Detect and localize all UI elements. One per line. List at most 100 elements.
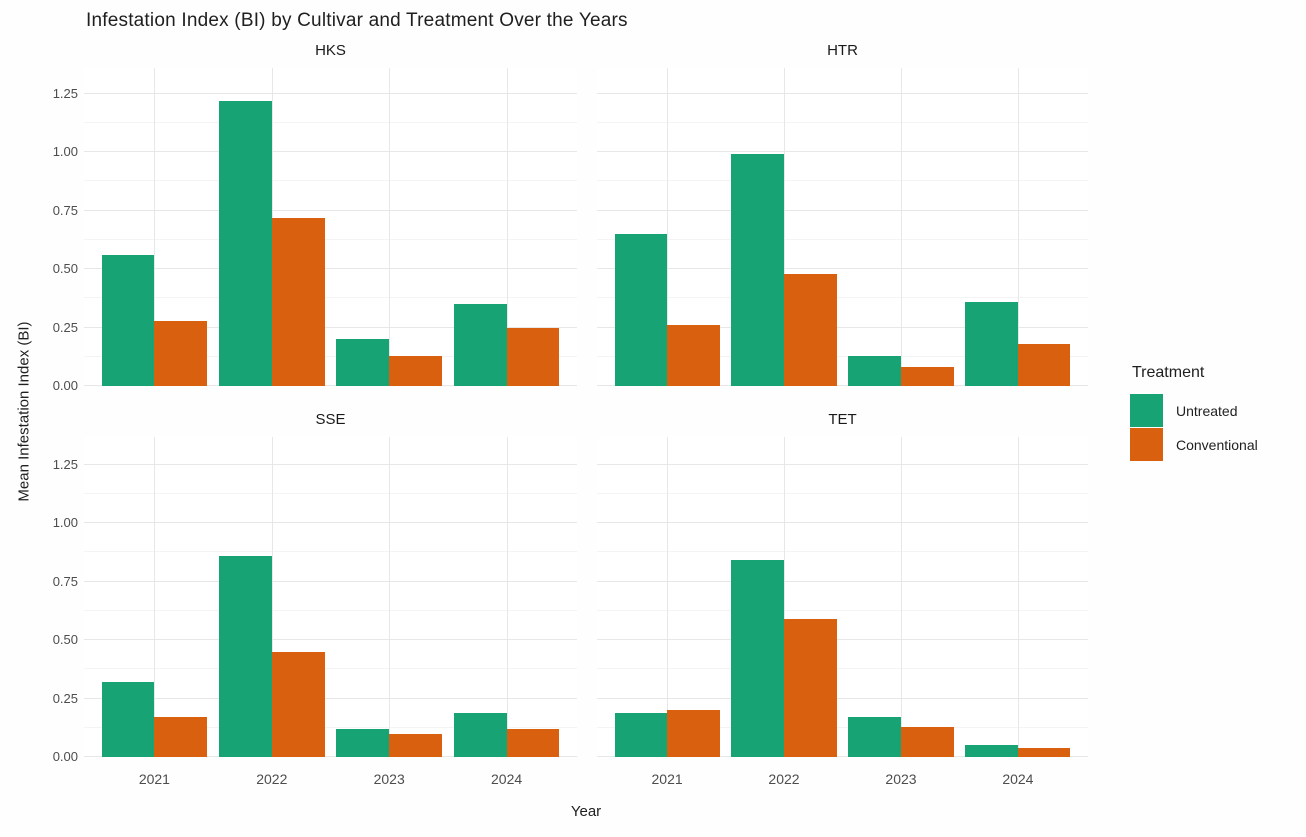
- gridline-major: [84, 385, 577, 386]
- gridline-major: [84, 522, 577, 523]
- gridline-vertical: [901, 68, 902, 386]
- bar-tet-conventional-2023: [901, 726, 954, 757]
- gridline-vertical: [506, 437, 508, 757]
- bar-sse-untreated-2024: [453, 712, 507, 757]
- bar-hks-conventional-2023: [389, 355, 442, 386]
- x-tick-label: 2022: [768, 771, 800, 787]
- bar-tet-untreated-2022: [731, 560, 784, 757]
- gridline-vertical: [154, 437, 156, 757]
- gridline-major: [597, 92, 1088, 94]
- legend-label-conventional: Conventional: [1176, 436, 1258, 453]
- gridline-minor: [84, 551, 577, 553]
- gridline-minor: [84, 726, 577, 728]
- gridline-vertical: [667, 68, 669, 386]
- bar-sse-conventional-2021: [154, 717, 208, 757]
- gridline-major: [84, 463, 577, 465]
- gridline-major: [84, 326, 577, 328]
- gridline-major: [84, 92, 577, 94]
- legend: Treatment Untreated Conventional: [1130, 364, 1306, 462]
- x-tick-label: 2021: [651, 771, 683, 787]
- bar-hks-untreated-2024: [453, 304, 507, 386]
- gridline-major: [84, 268, 577, 269]
- gridline-major: [84, 151, 577, 152]
- bar-tet-conventional-2024: [1017, 747, 1071, 757]
- y-tick-label: 0.25: [52, 319, 78, 335]
- facet-strip-sse: SSE: [315, 411, 346, 428]
- legend-swatch-conventional: [1130, 428, 1163, 461]
- bar-hks-untreated-2022: [219, 100, 272, 386]
- gridline-major: [84, 639, 577, 640]
- facet-strip-htr: HTR: [827, 42, 858, 59]
- bar-htr-conventional-2023: [901, 367, 954, 386]
- y-tick-label: 1.25: [52, 85, 78, 101]
- facet-strip-hks: HKS: [315, 42, 346, 59]
- y-tick-label: 1.00: [52, 515, 78, 530]
- gridline-vertical: [389, 68, 391, 386]
- bar-hks-untreated-2021: [101, 255, 155, 386]
- bar-hks-conventional-2021: [154, 320, 208, 386]
- bar-sse-untreated-2022: [219, 555, 272, 757]
- legend-swatch-untreated: [1130, 394, 1163, 427]
- y-tick-label: 0.75: [52, 202, 78, 218]
- gridline-major: [597, 639, 1088, 640]
- gridline-major: [597, 463, 1088, 465]
- bar-hks-conventional-2024: [506, 327, 560, 386]
- gridline-minor: [597, 609, 1088, 611]
- gridline-major: [84, 580, 577, 582]
- x-tick-label: 2024: [1002, 771, 1034, 787]
- x-axis-title: Year: [570, 803, 602, 820]
- gridline-major: [597, 697, 1088, 699]
- gridline-vertical: [1017, 68, 1019, 386]
- legend-label-untreated: Untreated: [1176, 402, 1238, 419]
- x-tick-label: 2021: [138, 771, 170, 787]
- x-tick-label: 2023: [373, 771, 405, 787]
- gridline-major: [597, 385, 1088, 386]
- gridline-minor: [84, 121, 577, 123]
- gridline-minor: [597, 551, 1088, 553]
- bar-sse-conventional-2022: [271, 651, 325, 757]
- gridline-minor: [84, 355, 577, 357]
- bar-htr-conventional-2022: [784, 273, 837, 386]
- legend-title: Treatment: [1132, 364, 1205, 381]
- gridline-minor: [84, 238, 577, 240]
- gridline-minor: [597, 668, 1088, 670]
- y-tick-label: 1.00: [52, 144, 78, 159]
- gridline-major: [597, 756, 1088, 757]
- bar-htr-untreated-2024: [965, 301, 1018, 386]
- gridline-minor: [597, 297, 1088, 299]
- bar-tet-conventional-2021: [667, 710, 720, 757]
- facet-panel-tet: [597, 437, 1088, 757]
- gridline-vertical: [1017, 437, 1019, 757]
- gridline-vertical: [667, 437, 669, 757]
- legend-key-untreated: Untreated: [1130, 394, 1306, 427]
- gridline-major: [597, 522, 1088, 523]
- chart-title: Infestation Index (BI) by Cultivar and T…: [86, 10, 628, 31]
- y-tick-label: 0.00: [52, 378, 78, 393]
- bar-htr-untreated-2023: [848, 355, 901, 386]
- facet-panel-sse: [84, 437, 577, 757]
- gridline-major: [84, 209, 577, 211]
- gridline-major: [597, 580, 1088, 582]
- x-tick-label: 2022: [256, 771, 288, 787]
- y-tick-label: 0.50: [52, 632, 78, 647]
- bar-htr-conventional-2024: [1017, 343, 1071, 386]
- y-tick-label: 0.25: [52, 690, 78, 706]
- y-tick-label: 0.75: [52, 573, 78, 589]
- bar-tet-untreated-2023: [848, 717, 901, 757]
- gridline-minor: [84, 668, 577, 670]
- bar-hks-untreated-2023: [336, 339, 390, 386]
- legend-key-conventional: Conventional: [1130, 428, 1306, 461]
- facet-strip-tet: TET: [828, 411, 857, 428]
- bar-tet-untreated-2024: [965, 745, 1018, 757]
- gridline-minor: [597, 238, 1088, 240]
- facet-panel-hks: [84, 68, 577, 386]
- x-tick-label: 2023: [885, 771, 917, 787]
- bar-sse-conventional-2024: [506, 728, 560, 757]
- gridline-major: [597, 326, 1088, 328]
- gridline-vertical: [901, 437, 902, 757]
- gridline-minor: [597, 726, 1088, 728]
- gridline-minor: [84, 297, 577, 299]
- gridline-major: [597, 151, 1088, 152]
- x-tick-label: 2024: [491, 771, 523, 787]
